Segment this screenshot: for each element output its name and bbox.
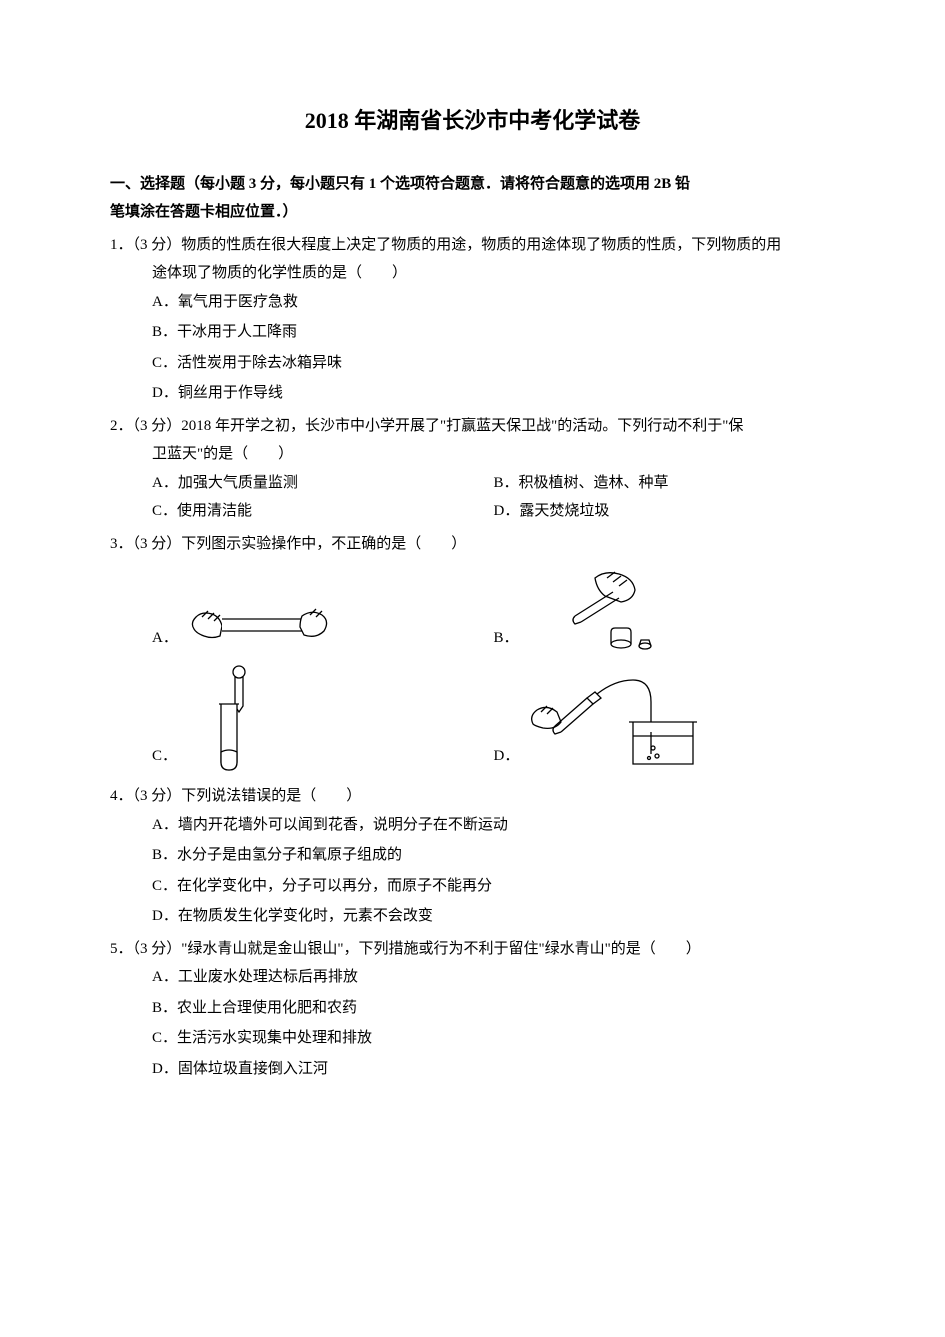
section-header: 一、选择题（每小题 3 分，每小题只有 1 个选项符合题意．请将符合题意的选项用… (110, 170, 835, 227)
q2-option-d: D．露天焚烧垃圾 (494, 497, 836, 526)
question-4: 4．（3 分）下列说法错误的是（ ） A．墙内开花墙外可以闻到花香，说明分子在不… (110, 782, 835, 931)
question-3: 3．（3 分）下列图示实验操作中，不正确的是（ ） A． (110, 530, 835, 775)
section-header-line1: 一、选择题（每小题 3 分，每小题只有 1 个选项符合题意．请将符合题意的选项用… (110, 176, 690, 192)
dropper-tube-icon (183, 664, 283, 774)
q4-option-c: C．在化学变化中，分子可以再分，而原子不能再分 (152, 872, 835, 901)
q4-option-a: A．墙内开花墙外可以闻到花香，说明分子在不断运动 (152, 811, 835, 840)
q5-option-b: B．农业上合理使用化肥和农药 (152, 994, 835, 1023)
q1-option-a: A．氧气用于医疗急救 (152, 288, 835, 317)
q5-stem: 5．（3 分）"绿水青山就是金山银山"，下列措施或行为不利于留住"绿水青山"的是… (110, 935, 835, 964)
q3-figure-d: D． (494, 664, 836, 774)
stopper-bottle-icon (525, 566, 675, 656)
question-1: 1．（3 分）物质的性质在很大程度上决定了物质的用途，物质的用途体现了物质的性质… (110, 231, 835, 408)
q4-option-d: D．在物质发生化学变化时，元素不会改变 (152, 902, 835, 931)
gas-collection-icon (525, 664, 715, 774)
q1-stem-line2: 途体现了物质的化学性质的是（ ） (110, 259, 835, 288)
q4-option-b: B．水分子是由氢分子和氧原子组成的 (152, 841, 835, 870)
q5-option-c: C．生活污水实现集中处理和排放 (152, 1024, 835, 1053)
question-2: 2．（3 分）2018 年开学之初，长沙市中小学开展了"打赢蓝天保卫战"的活动。… (110, 412, 835, 526)
q5-option-d: D．固体垃圾直接倒入江河 (152, 1055, 835, 1084)
q4-stem: 4．（3 分）下列说法错误的是（ ） (110, 782, 835, 811)
page-title: 2018 年湖南省长沙市中考化学试卷 (110, 100, 835, 142)
q2-option-c: C．使用清洁能 (152, 497, 494, 526)
q3-label-c: C． (152, 742, 177, 775)
q1-option-c: C．活性炭用于除去冰箱异味 (152, 349, 835, 378)
q3-label-a: A． (152, 624, 178, 657)
q3-figure-c: C． (152, 664, 494, 774)
q2-option-b: B．积极植树、造林、种草 (494, 469, 836, 498)
q3-label-b: B． (494, 624, 519, 657)
q3-figure-a: A． (152, 566, 494, 656)
q2-option-a: A．加强大气质量监测 (152, 469, 494, 498)
q3-label-d: D． (494, 742, 520, 775)
question-5: 5．（3 分）"绿水青山就是金山银山"，下列措施或行为不利于留住"绿水青山"的是… (110, 935, 835, 1084)
q3-stem: 3．（3 分）下列图示实验操作中，不正确的是（ ） (110, 530, 835, 559)
q5-option-a: A．工业废水处理达标后再排放 (152, 963, 835, 992)
q3-figure-b: B． (494, 566, 836, 656)
q1-option-d: D．铜丝用于作导线 (152, 379, 835, 408)
test-tube-hold-icon (184, 581, 334, 656)
section-header-line2: 笔填涂在答题卡相应位置．） (110, 204, 298, 220)
q2-stem-line2: 卫蓝天"的是（ ） (110, 440, 835, 469)
q2-stem-line1: 2．（3 分）2018 年开学之初，长沙市中小学开展了"打赢蓝天保卫战"的活动。… (110, 412, 835, 441)
q1-stem-line1: 1．（3 分）物质的性质在很大程度上决定了物质的用途，物质的用途体现了物质的性质… (110, 231, 835, 260)
q1-option-b: B．干冰用于人工降雨 (152, 318, 835, 347)
